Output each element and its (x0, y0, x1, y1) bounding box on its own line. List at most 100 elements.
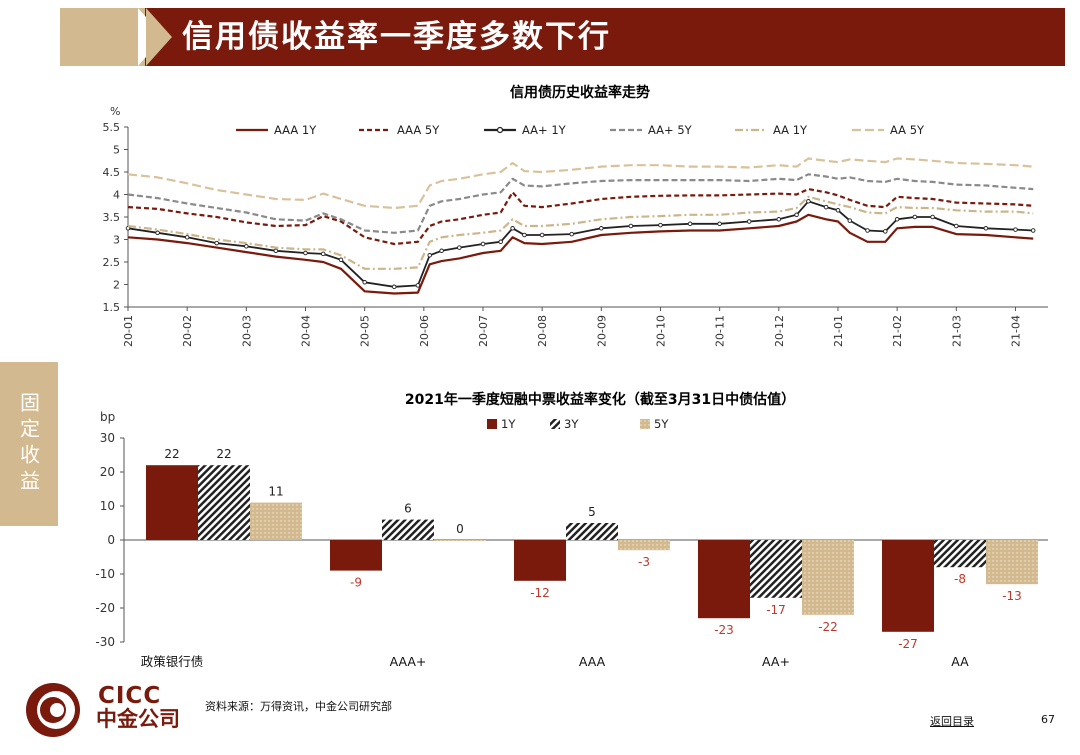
series-point (776, 217, 782, 222)
bar-data-label: 5 (588, 505, 596, 519)
series-point (244, 244, 249, 249)
legend-swatch (550, 419, 560, 429)
bar-data-label: -22 (818, 620, 838, 634)
sidebar-label: 固定收益 (16, 392, 41, 496)
bar-category-label: AAA (579, 654, 606, 669)
series-point (835, 208, 841, 213)
series-point (717, 221, 722, 227)
series-point (794, 212, 799, 218)
bar (566, 523, 618, 540)
bar-chart-y-tick-label: 10 (100, 499, 115, 513)
header-accent (60, 8, 152, 66)
series-point (1013, 227, 1018, 232)
bar (882, 540, 934, 632)
line-chart-y-tick-label: 3.5 (103, 211, 121, 224)
line-chart-x-tick-label: 21-01 (832, 315, 845, 347)
series-point (362, 280, 367, 285)
bar (146, 465, 198, 540)
line-chart-y-tick-label: 4 (113, 189, 120, 202)
bar-chart-y-tick-label: 30 (100, 431, 115, 445)
series-line (127, 195, 1034, 270)
line-chart-x-tick-label: 20-02 (181, 315, 194, 347)
series-point (480, 241, 486, 247)
series-line (127, 173, 1034, 234)
series-point (823, 204, 829, 210)
series-point (599, 226, 604, 231)
series-point (806, 199, 811, 204)
back-to-contents-link[interactable]: 返回目录 (930, 715, 974, 728)
series-point (457, 245, 462, 250)
bar-data-label: 0 (456, 522, 464, 536)
line-chart-x-tick-label: 20-01 (122, 315, 135, 347)
bar-category-label: 政策银行债 (141, 654, 204, 669)
line-chart-x-tick-label: 21-02 (891, 315, 904, 347)
line-chart-x-tick-label: 20-05 (359, 315, 372, 347)
bar-data-label: -23 (714, 623, 734, 637)
cicc-logo-icon (26, 683, 80, 737)
legend-label: AA+ 1Y (522, 123, 567, 137)
series-point (746, 219, 752, 224)
series-point (894, 217, 900, 222)
bar-chart-y-tick-label: -10 (95, 567, 115, 581)
line-chart-x-tick-label: 20-03 (240, 315, 253, 347)
series-point (427, 253, 432, 258)
line-chart-y-tick-label: 1.5 (103, 301, 121, 314)
bar-chart-y-tick-label: 20 (100, 465, 115, 479)
series-point (687, 221, 693, 227)
series-point (320, 251, 326, 257)
series-point (628, 223, 634, 229)
logo-text: CICC (98, 683, 162, 709)
line-chart-y-tick-label: 5.5 (103, 121, 121, 134)
series-line (127, 213, 1034, 295)
line-chart: % 1.5 2 2.5 3 3.5 4 4.5 5 5.5 20-01 20-02 20-03 20-0… (103, 105, 1048, 347)
bar (198, 465, 250, 540)
bar (330, 540, 382, 571)
line-chart-title: 信用债历史收益率走势 (510, 85, 650, 101)
series-point (569, 231, 574, 237)
series-line (127, 200, 1034, 288)
bar-chart-y-tick-label: 0 (107, 533, 115, 547)
bar (802, 540, 854, 615)
line-chart-x-tick-label: 20-07 (477, 315, 490, 347)
series-point (155, 230, 160, 236)
page-number: 67 (1041, 713, 1055, 726)
series-point (865, 228, 870, 233)
series-point (883, 229, 888, 234)
line-chart-x-tick-label: 20-11 (714, 315, 727, 347)
bar-data-label: 22 (216, 447, 231, 461)
bar-data-label: -12 (530, 586, 550, 600)
bar (382, 519, 434, 540)
series-point (303, 250, 308, 256)
line-chart-x-tick-label: 20-12 (773, 315, 786, 347)
bar (986, 540, 1038, 585)
line-chart-y-tick-label: 4.5 (103, 166, 121, 179)
series-line (127, 157, 1034, 210)
line-chart-x-tick-label: 21-03 (950, 315, 963, 347)
source-note: 资料来源：万得资讯，中金公司研究部 (205, 700, 392, 713)
line-chart-x-tick-label: 20-10 (654, 315, 667, 347)
series-point (510, 226, 515, 231)
sidebar-tab[interactable]: 固定收益 (0, 362, 58, 526)
line-chart-y-tick-label: 3 (113, 234, 120, 247)
legend-label: 5Y (654, 417, 669, 431)
bar-data-label: -8 (954, 572, 966, 586)
bar-data-label: 11 (268, 485, 283, 499)
series-line (127, 188, 1034, 246)
bar (250, 502, 302, 540)
line-chart-y-tick-label: 2.5 (103, 256, 121, 269)
series-point (338, 257, 344, 263)
bar-data-label: -3 (638, 555, 650, 569)
series-point (912, 214, 918, 220)
legend-swatch (640, 419, 650, 429)
bar-chart-title: 2021年一季度短融中票收益率变化（截至3月31日中债估值） (404, 392, 796, 408)
header-notch (146, 8, 172, 66)
series-point (522, 232, 527, 238)
series-point (439, 248, 444, 254)
series-point (954, 223, 959, 229)
header-banner (145, 8, 1065, 66)
series-point (539, 232, 545, 238)
legend-label: 3Y (564, 417, 579, 431)
line-chart-x-tick-label: 20-04 (299, 315, 312, 347)
series-point (214, 240, 219, 246)
